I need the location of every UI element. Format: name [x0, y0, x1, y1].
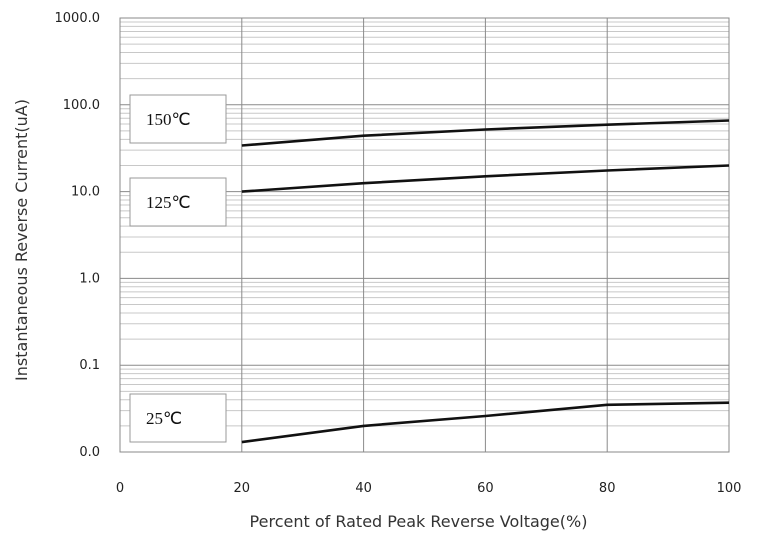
series-line	[241, 401, 730, 444]
series-line	[241, 164, 730, 193]
x-tick-labels: 0 20 40 60 80 100	[116, 481, 742, 496]
y-tick-labels: 0.0 0.1 1.0 10.0 100.0 1000.0	[55, 11, 101, 460]
x-tick-label: 100	[717, 481, 742, 496]
series-label-box	[129, 177, 227, 227]
minor-grid	[120, 21, 729, 427]
series-label: 125℃	[146, 193, 191, 212]
series-label-box	[129, 393, 227, 443]
series-line	[241, 119, 730, 147]
x-tick-label: 60	[477, 481, 494, 496]
series-label: 150℃	[146, 110, 191, 129]
y-tick-label: 0.1	[79, 358, 100, 373]
series-label: 25℃	[146, 409, 182, 428]
x-tick-label: 0	[116, 481, 124, 496]
major-grid	[119, 17, 730, 453]
series-label-box	[129, 94, 227, 144]
series-lines	[241, 119, 730, 444]
x-tick-label: 20	[234, 481, 251, 496]
y-tick-label: 1.0	[79, 271, 100, 286]
y-axis-label: Instantaneous Reverse Current(uA)	[12, 99, 31, 381]
x-tick-label: 80	[599, 481, 616, 496]
plot-frame	[119, 17, 730, 453]
y-tick-label: 100.0	[63, 98, 100, 113]
x-tick-label: 40	[355, 481, 372, 496]
y-tick-label: 0.0	[79, 445, 100, 460]
y-tick-label: 1000.0	[55, 11, 101, 26]
x-axis-label: Percent of Rated Peak Reverse Voltage(%)	[250, 512, 588, 531]
series-labels: 150℃ 125℃ 25℃	[129, 94, 227, 443]
y-tick-label: 10.0	[71, 185, 100, 200]
